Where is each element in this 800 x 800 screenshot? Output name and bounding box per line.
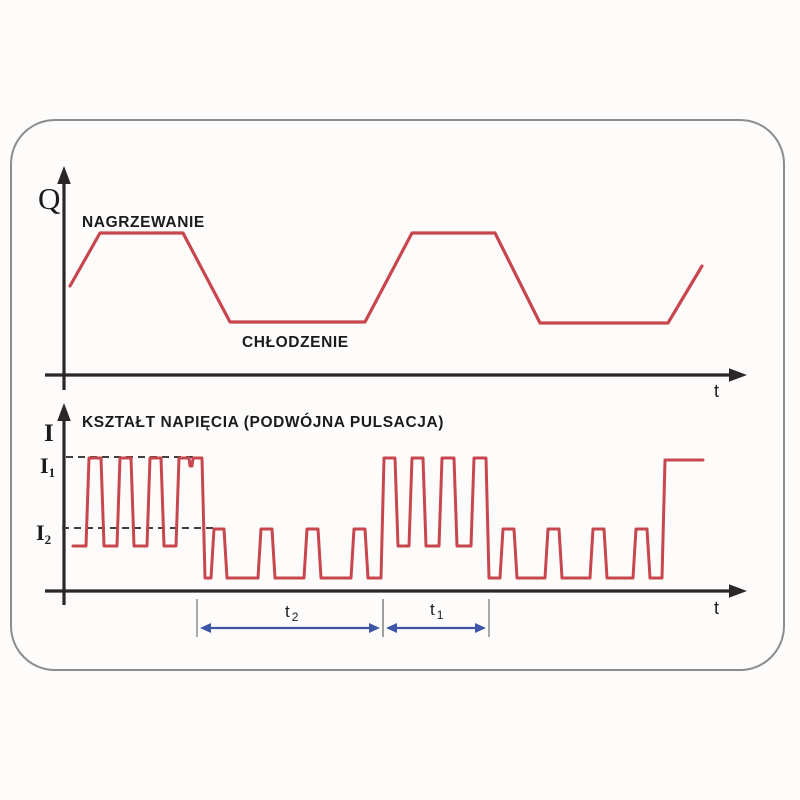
arrowhead-right-icon — [475, 623, 486, 633]
bottom-y-axis-arrowhead-icon — [57, 403, 71, 421]
diagram-frame — [10, 119, 785, 671]
bottom-y-axis-label: I — [44, 420, 54, 447]
t1-subscript: 1 — [437, 608, 444, 622]
bottom-x-axis-arrowhead-icon — [729, 584, 747, 598]
arrowhead-left-icon — [386, 623, 397, 633]
top-y-axis-arrowhead-icon — [57, 166, 71, 184]
heat-cycle-waveform — [68, 231, 704, 325]
t1-base: t — [430, 600, 435, 619]
current-pulse-waveform — [71, 456, 705, 580]
top-y-axis-label: Q — [38, 181, 60, 216]
level-label-i2: I2 — [36, 520, 51, 547]
arrowhead-right-icon — [369, 623, 380, 633]
bottom-chart-title: KSZTAŁT NAPIĘCIA (PODWÓJNA PULSACJA) — [82, 413, 444, 431]
i1-base: I — [40, 453, 49, 478]
i1-subscript: 1 — [49, 465, 56, 480]
bottom-chart-axes — [45, 419, 732, 605]
bottom-chart-current-pulses: KSZTAŁT NAPIĘCIA (PODWÓJNA PULSACJA) I t… — [36, 403, 747, 637]
top-x-axis-arrowhead-icon — [729, 368, 747, 382]
i2-base: I — [36, 520, 45, 545]
t2-subscript: 2 — [292, 610, 299, 624]
i2-subscript: 2 — [45, 532, 52, 547]
top-chart-axes — [45, 182, 732, 390]
top-x-axis-label: t — [714, 381, 719, 401]
heating-annotation: NAGRZEWANIE — [82, 214, 205, 231]
t2-base: t — [285, 602, 290, 621]
arrowhead-left-icon — [200, 623, 211, 633]
level-label-i1: I1 — [40, 453, 55, 480]
reference-level-dashes — [62, 456, 213, 529]
top-chart-heat-cycle: Q t NAGRZEWANIE CHŁODZENIE — [38, 166, 747, 401]
bottom-x-axis-label: t — [714, 598, 719, 618]
interval-markers — [196, 599, 490, 637]
cooling-annotation: CHŁODZENIE — [242, 334, 349, 351]
